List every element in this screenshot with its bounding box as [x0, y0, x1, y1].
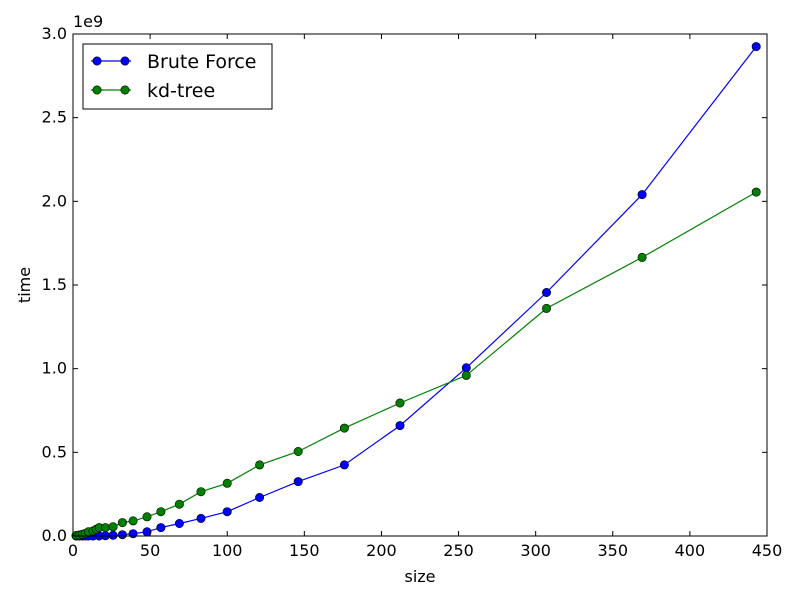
data-point-brute-force	[174, 518, 184, 528]
legend-label-brute-force: Brute Force	[147, 51, 256, 73]
data-point-brute-force	[108, 530, 118, 540]
y-tick-label: 1.0	[42, 359, 67, 378]
data-point-kd-tree	[255, 460, 265, 470]
legend-marker-brute-force	[120, 56, 130, 66]
data-point-brute-force	[255, 492, 265, 502]
y-tick-label: 2.5	[42, 108, 67, 127]
data-point-brute-force	[117, 530, 127, 540]
data-point-kd-tree	[293, 446, 303, 456]
legend-marker-kd-tree	[92, 85, 102, 95]
legend: Brute Force kd-tree	[82, 43, 273, 110]
data-point-kd-tree	[156, 507, 166, 517]
data-point-brute-force	[128, 529, 138, 539]
legend-box	[82, 43, 273, 110]
data-point-kd-tree	[100, 523, 110, 533]
legend-marker-brute-force	[92, 56, 102, 66]
x-tick-label: 200	[366, 541, 397, 560]
x-axis-label: size	[404, 567, 435, 586]
data-point-kd-tree	[461, 370, 471, 380]
data-point-brute-force	[156, 523, 166, 533]
data-point-brute-force	[196, 513, 206, 523]
data-point-kd-tree	[196, 487, 206, 497]
data-point-brute-force	[339, 460, 349, 470]
y-tick-label: 0.5	[42, 442, 67, 461]
data-point-kd-tree	[751, 187, 761, 197]
data-point-kd-tree	[339, 423, 349, 433]
data-point-brute-force	[461, 363, 471, 373]
data-point-kd-tree	[222, 478, 232, 488]
data-point-brute-force	[751, 42, 761, 52]
data-point-kd-tree	[395, 398, 405, 408]
x-tick-label: 50	[140, 541, 160, 560]
data-point-kd-tree	[108, 522, 118, 532]
data-point-kd-tree	[174, 499, 184, 509]
data-point-brute-force	[222, 507, 232, 517]
x-tick-label: 250	[443, 541, 474, 560]
data-point-brute-force	[637, 190, 647, 200]
tick-layer: 0 50 100 150 200 250 300 350 400 450 0.0 0.5 1.0 1.5 2…	[42, 24, 783, 560]
legend-label-kd-tree: kd-tree	[147, 80, 215, 102]
plot-area	[73, 34, 767, 536]
y-tick-label: 0.0	[42, 526, 67, 545]
x-tick-label: 450	[752, 541, 783, 560]
x-tick-label: 0	[68, 541, 78, 560]
x-tick-label: 400	[675, 541, 706, 560]
legend-marker-kd-tree	[120, 85, 130, 95]
data-point-kd-tree	[142, 512, 152, 522]
y-tick-label: 3.0	[42, 24, 67, 43]
x-tick-label: 150	[289, 541, 320, 560]
y-offset-label: 1e9	[73, 12, 103, 31]
data-point-brute-force	[293, 477, 303, 487]
data-point-brute-force	[395, 421, 405, 431]
data-point-kd-tree	[128, 516, 138, 526]
x-tick-label: 300	[520, 541, 551, 560]
y-tick-label: 1.5	[42, 275, 67, 294]
x-tick-label: 350	[598, 541, 629, 560]
data-point-kd-tree	[117, 518, 127, 528]
x-tick-label: 100	[212, 541, 243, 560]
data-point-kd-tree	[637, 252, 647, 262]
y-axis-label: time	[15, 267, 34, 303]
data-point-brute-force	[541, 287, 551, 297]
y-tick-label: 2.0	[42, 191, 67, 210]
data-point-kd-tree	[541, 303, 551, 313]
